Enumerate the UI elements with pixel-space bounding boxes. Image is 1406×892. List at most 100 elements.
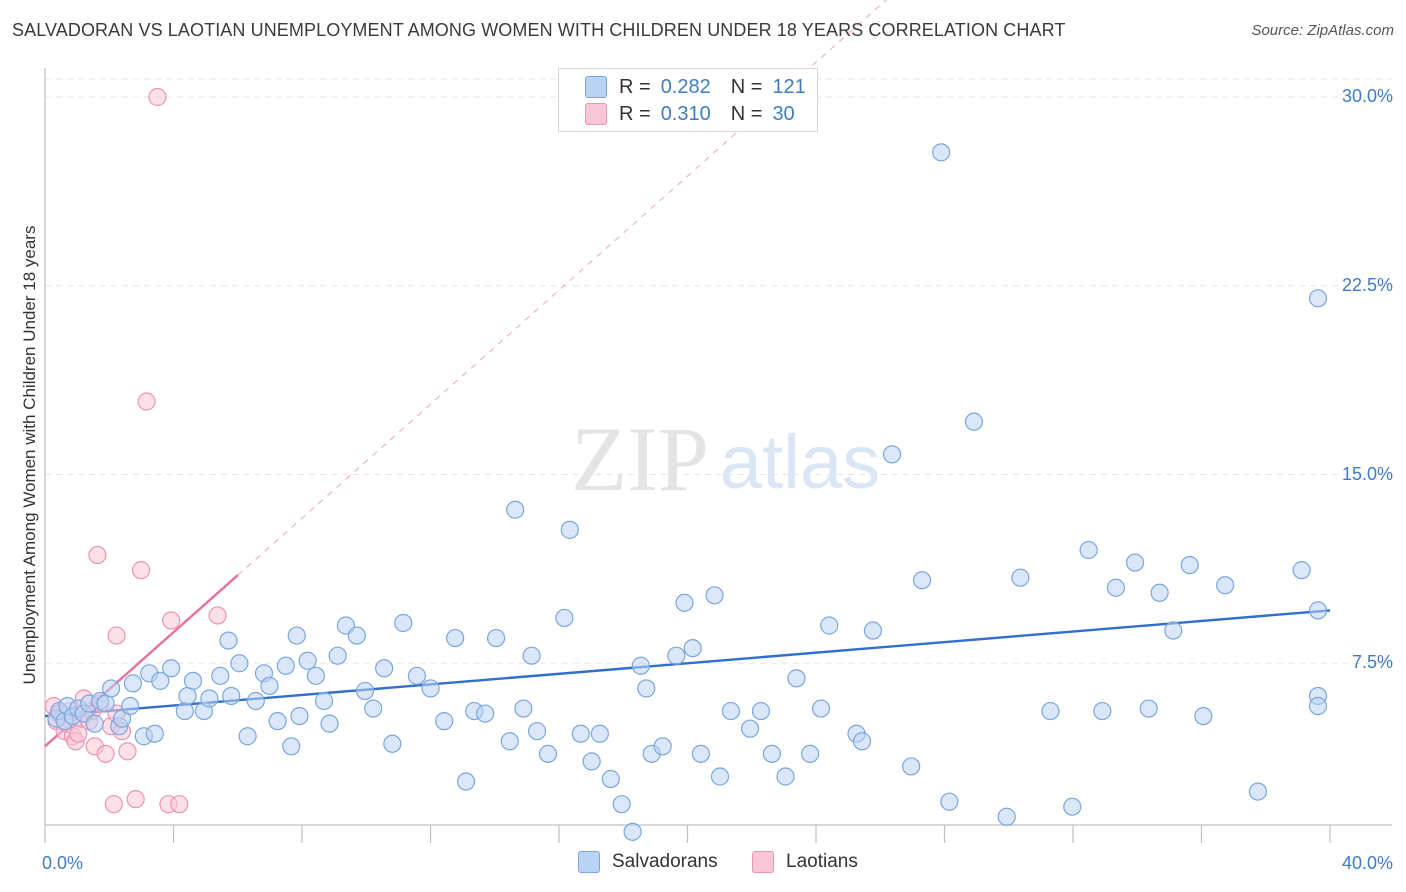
salvadoran-point	[691, 744, 710, 763]
salvadoran-point	[476, 704, 495, 723]
legend-label: Salvadorans	[612, 851, 718, 872]
salvadoran-point	[811, 699, 831, 718]
salvadoran-point	[863, 621, 883, 640]
salvadoran-point	[590, 724, 609, 743]
salvadoran-point	[219, 631, 238, 650]
salvadoran-point	[1106, 578, 1126, 597]
watermark: ZIP atlas	[571, 408, 880, 510]
data-points	[44, 87, 1328, 841]
salvadoran-point	[506, 500, 525, 519]
salvadoran-point	[612, 795, 631, 814]
salvadoran-point	[101, 679, 121, 698]
salvadoran-point	[820, 616, 839, 635]
legend-row-salvadorans: R = 0.282 N = 121	[585, 74, 806, 100]
salvadoran-point	[1079, 540, 1098, 560]
laotian-point	[107, 626, 126, 645]
salvadoran-point	[486, 628, 506, 648]
series-legend: Salvadorans Laotians	[0, 851, 1406, 877]
salvadoran-point	[355, 681, 375, 701]
axes	[44, 68, 1392, 843]
salvadoran-point	[121, 696, 140, 716]
salvadoran-point	[375, 659, 394, 678]
salvadoran-point	[260, 676, 279, 696]
salvadoran-point	[200, 689, 219, 708]
source-label: Source: ZipAtlas.com	[1251, 22, 1394, 39]
salvadoran-point	[852, 732, 872, 751]
salvadoran-point	[1194, 706, 1213, 726]
legend-row-laotians: R = 0.310 N = 30	[585, 101, 795, 127]
chart-title: SALVADORAN VS LAOTIAN UNEMPLOYMENT AMONG…	[12, 20, 1066, 40]
laotian-point	[104, 795, 123, 814]
salvadoran-point	[175, 701, 194, 721]
salvadoran-point	[776, 767, 795, 786]
laotian-point	[208, 606, 227, 625]
salvadoran-point	[1011, 568, 1030, 587]
r-label: R =	[619, 102, 651, 125]
salvadoran-point	[290, 706, 309, 726]
salvadoran-point	[683, 639, 702, 658]
salvadoran-point	[1041, 701, 1060, 721]
salvadoran-point	[183, 671, 203, 690]
x-tick-label: 40.0%	[1341, 853, 1393, 873]
laotian-point	[148, 87, 167, 107]
salvadoran-point	[1308, 289, 1328, 308]
y-axis-label: Unemployment Among Women with Children U…	[20, 225, 39, 685]
salvadoran-point	[306, 666, 325, 685]
salvadoran-point	[1164, 621, 1183, 640]
salvadoran-point	[522, 646, 541, 665]
salvadorans-swatch	[585, 76, 607, 98]
watermark-zip: ZIP	[571, 408, 709, 510]
salvadoran-point	[637, 679, 656, 698]
salvadoran-point	[407, 666, 427, 685]
salvadoran-point	[230, 654, 249, 673]
r-label: R =	[619, 75, 651, 98]
salvadoran-point	[538, 744, 558, 763]
y-tick-label: 30.0%	[1341, 86, 1393, 106]
legend-item-laotians[interactable]: Laotians	[752, 851, 858, 873]
salvadoran-point	[364, 699, 383, 718]
salvadoran-point	[145, 724, 164, 743]
salvadoran-point	[582, 752, 601, 771]
salvadoran-point	[912, 571, 932, 590]
laotian-point	[170, 795, 189, 814]
watermark-atlas: atlas	[720, 420, 881, 505]
salvadoran-point	[940, 792, 959, 811]
n-label: N =	[730, 75, 763, 98]
salvadoran-point	[1308, 696, 1328, 716]
salvadoran-point	[705, 586, 724, 605]
salvadoran-point	[268, 712, 287, 731]
laotian-point	[118, 742, 137, 761]
laotian-point	[137, 392, 156, 411]
legend-label: Laotians	[786, 851, 858, 872]
salvadoran-point	[1180, 555, 1199, 575]
salvadoran-point	[394, 613, 413, 633]
salvadoran-point	[882, 445, 902, 464]
salvadoran-point	[571, 724, 590, 743]
n-label: N =	[730, 102, 763, 125]
y-tick-label: 7.5%	[1351, 652, 1393, 673]
salvadoran-point	[555, 608, 574, 628]
salvadoran-point	[762, 744, 781, 763]
r-value: 0.282	[660, 75, 711, 98]
salvadoran-point	[320, 714, 339, 733]
salvadoran-point	[328, 646, 347, 665]
laotians-swatch	[752, 851, 774, 873]
salvadoran-point	[1139, 699, 1158, 718]
salvadoran-point	[902, 757, 921, 776]
salvadoran-point	[276, 656, 295, 675]
salvadoran-point	[500, 732, 519, 751]
legend-item-salvadorans[interactable]: Salvadorans	[578, 851, 718, 873]
salvadoran-point	[527, 722, 547, 741]
laotian-point	[96, 744, 115, 763]
grid-lines	[45, 78, 1392, 664]
r-value: 0.310	[660, 102, 711, 125]
laotian-point	[132, 561, 151, 580]
salvadoran-point	[631, 656, 650, 675]
laotian-point	[126, 790, 145, 809]
salvadoran-point	[435, 712, 454, 731]
salvadoran-point	[282, 737, 301, 756]
salvadoran-point	[222, 686, 241, 706]
salvadoran-point	[96, 694, 115, 713]
salvadoran-point	[162, 659, 181, 678]
